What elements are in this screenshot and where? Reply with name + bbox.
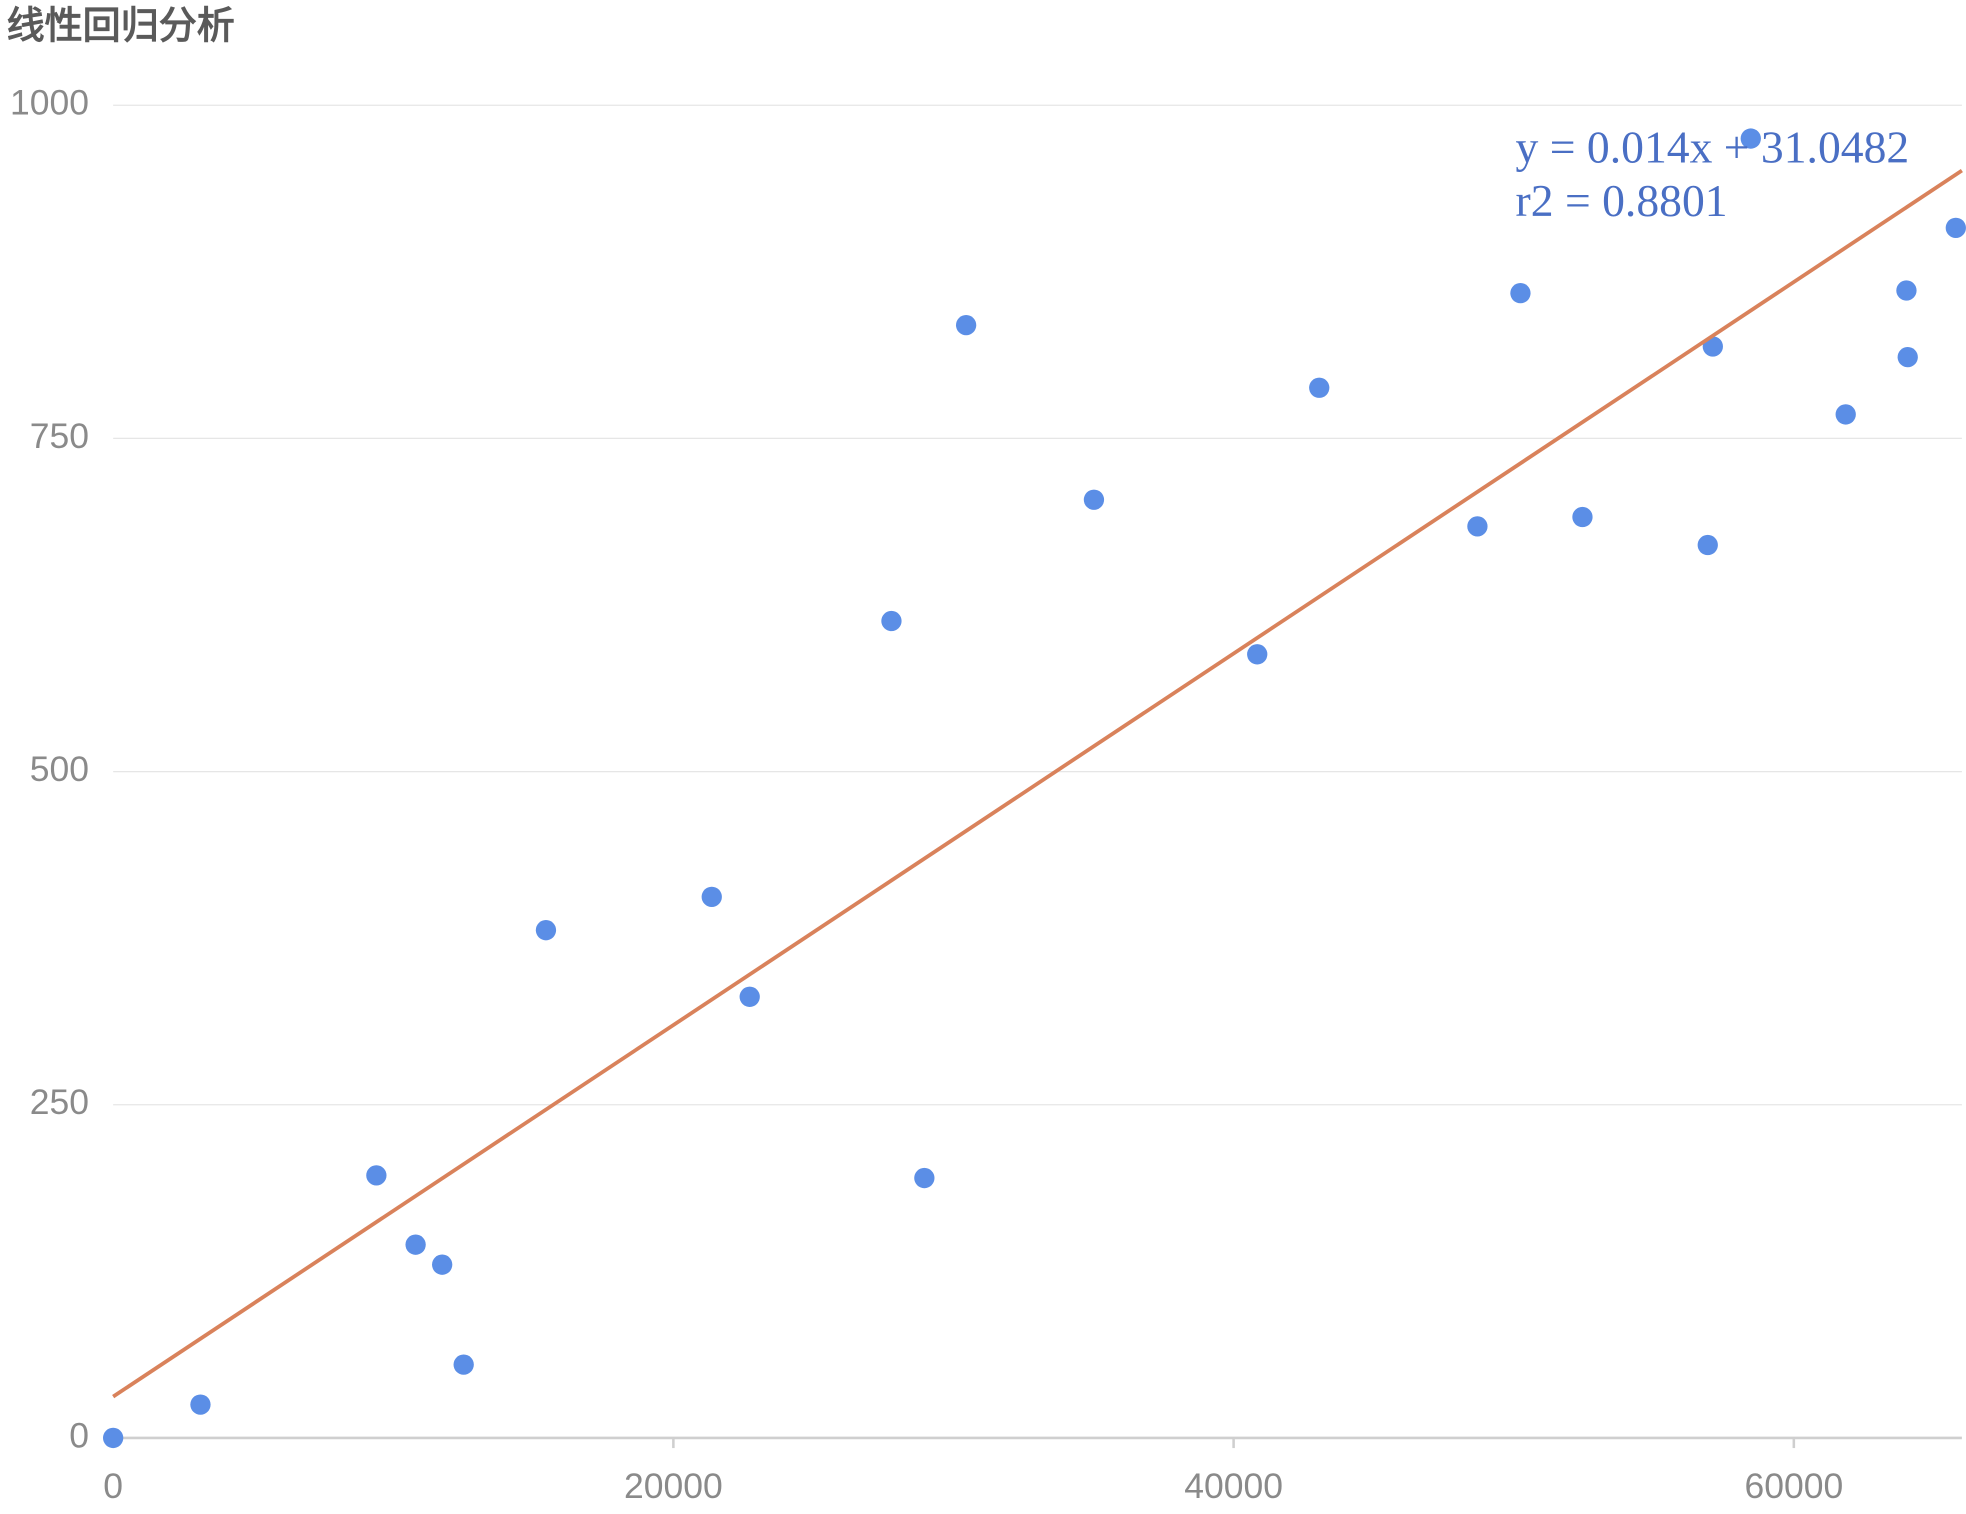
y-tick-label: 1000 bbox=[10, 83, 89, 123]
point bbox=[1309, 377, 1330, 398]
point bbox=[1697, 534, 1718, 556]
point bbox=[1896, 280, 1917, 301]
point bbox=[1510, 283, 1531, 304]
point bbox=[405, 1234, 426, 1255]
point bbox=[739, 986, 760, 1007]
y-tick-label: 750 bbox=[30, 416, 89, 456]
point bbox=[190, 1394, 211, 1415]
r2-annotation: r2 = 0.8801 bbox=[1516, 175, 1728, 226]
x-tick-label: 40000 bbox=[1184, 1466, 1283, 1506]
x-tick-label: 0 bbox=[103, 1466, 123, 1506]
point bbox=[1897, 346, 1918, 368]
point bbox=[1247, 644, 1268, 665]
point bbox=[1572, 506, 1593, 528]
point bbox=[535, 920, 557, 941]
point bbox=[1083, 489, 1105, 510]
equation-annotation: y = 0.014x + 31.0482 bbox=[1516, 122, 1910, 173]
point bbox=[955, 314, 977, 336]
point bbox=[1835, 404, 1856, 425]
y-tick-label: 0 bbox=[69, 1415, 89, 1455]
y-tick-label: 250 bbox=[30, 1082, 89, 1122]
point bbox=[1467, 516, 1488, 537]
trend-line bbox=[112, 168, 1963, 1399]
point bbox=[366, 1165, 387, 1186]
point bbox=[1740, 128, 1761, 149]
chart-title: 线性回归分析 bbox=[7, 3, 235, 47]
point bbox=[1945, 217, 1966, 238]
point bbox=[103, 1427, 124, 1449]
point bbox=[1702, 336, 1723, 357]
x-tick-label: 20000 bbox=[624, 1466, 723, 1506]
x-tick-label: 60000 bbox=[1744, 1466, 1843, 1506]
point bbox=[701, 886, 722, 907]
y-tick-label: 500 bbox=[30, 749, 89, 789]
point bbox=[432, 1254, 453, 1275]
point bbox=[914, 1167, 935, 1189]
point bbox=[453, 1354, 474, 1375]
point bbox=[881, 610, 902, 632]
